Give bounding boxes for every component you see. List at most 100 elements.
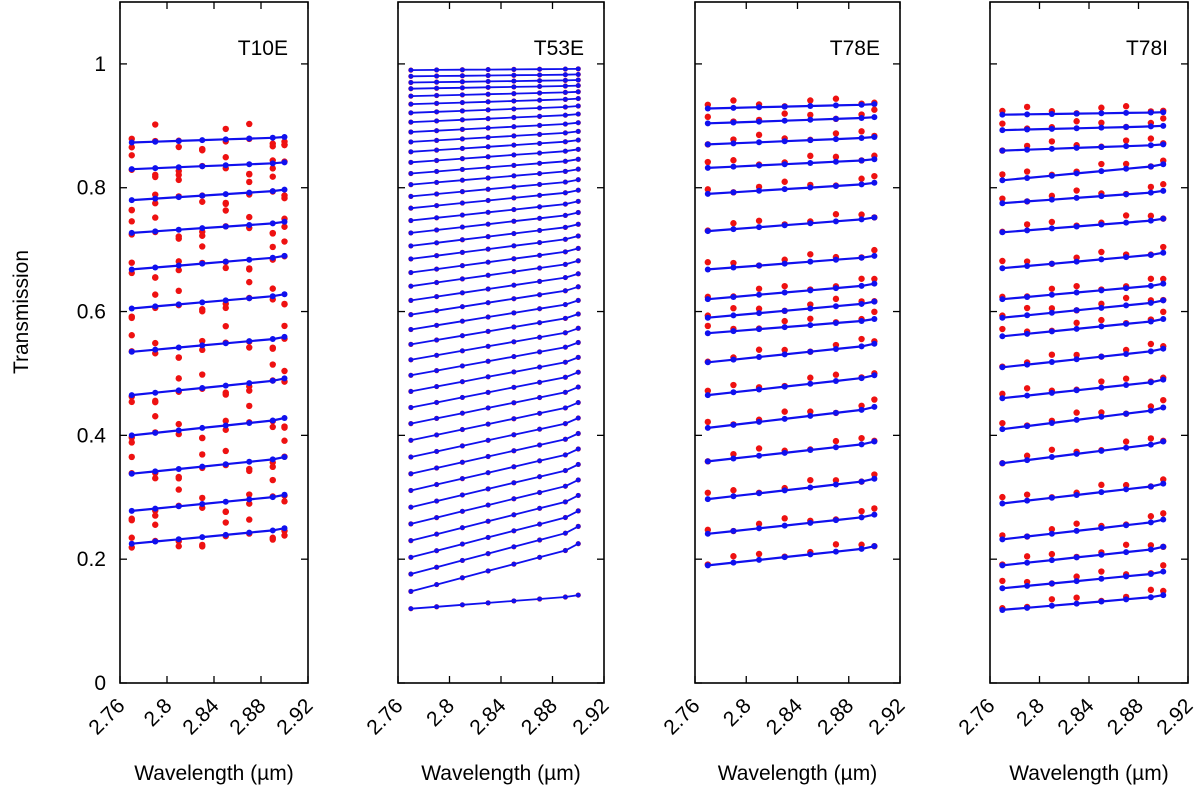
series	[408, 156, 581, 177]
measured-point	[222, 417, 229, 425]
model-point	[199, 137, 206, 144]
model-point	[575, 72, 581, 77]
model-point	[511, 339, 517, 345]
model-point	[562, 96, 568, 102]
model-point	[562, 112, 568, 118]
model-point	[1123, 410, 1130, 417]
x-tick-label: 2.8	[1012, 694, 1049, 731]
model-point	[246, 295, 253, 302]
y-axis-title: Transmission	[10, 250, 33, 374]
model-point	[562, 436, 568, 442]
model-point	[1073, 307, 1080, 314]
model-point	[562, 139, 568, 145]
measured-point	[999, 195, 1006, 202]
model-point	[1147, 546, 1154, 553]
model-point	[537, 182, 543, 187]
model-point	[575, 284, 581, 290]
model-point	[222, 162, 229, 169]
measured-point	[222, 519, 229, 526]
measured-point	[269, 345, 276, 352]
measured-point	[730, 553, 737, 560]
measured-point	[832, 541, 840, 548]
model-point	[999, 147, 1006, 154]
model-point	[704, 530, 711, 537]
model-point	[511, 162, 517, 168]
model-point	[807, 184, 814, 191]
model-point	[756, 291, 763, 298]
model-point	[1123, 285, 1130, 292]
model-point	[575, 541, 581, 547]
measured-point	[704, 158, 712, 166]
model-line	[707, 282, 875, 301]
model-point	[434, 215, 440, 221]
model-point	[781, 351, 788, 358]
model-point	[730, 493, 737, 500]
model-point	[562, 201, 568, 207]
model-line	[707, 317, 875, 335]
model-line	[410, 542, 579, 593]
measured-point	[1122, 481, 1130, 489]
model-point	[269, 254, 276, 261]
measured-point	[199, 543, 206, 550]
model-line	[410, 525, 579, 575]
model-point	[562, 213, 568, 218]
measured-point	[246, 278, 253, 286]
model-point	[537, 474, 543, 480]
model-line	[707, 342, 875, 364]
measured-point	[832, 437, 840, 445]
measured-point	[807, 476, 814, 484]
model-point	[222, 191, 229, 198]
model-point	[434, 100, 440, 106]
series	[408, 146, 581, 165]
measured-point	[999, 325, 1006, 333]
measured-point	[1160, 181, 1167, 188]
model-point	[1123, 143, 1130, 150]
measured-point	[871, 106, 878, 113]
model-point	[871, 133, 878, 140]
model-line	[410, 327, 579, 361]
measured-point	[152, 398, 159, 406]
model-point	[1098, 384, 1105, 391]
model-point	[281, 252, 288, 259]
model-point	[575, 187, 581, 193]
model-point	[199, 299, 206, 306]
model-point	[1160, 161, 1167, 168]
model-point	[199, 534, 206, 541]
model-point	[756, 310, 763, 317]
panel-t10e: 0 0.2 0.4 0.6 0.8 1 2.76 2.8 2.84 2.88 2.92 Wavelen…	[77, 1, 318, 785]
model-point	[562, 168, 568, 174]
series	[408, 271, 581, 304]
model-point	[832, 102, 839, 109]
model-line	[410, 259, 579, 288]
measured-point	[781, 282, 788, 290]
model-point	[1073, 527, 1080, 534]
model-point	[730, 328, 737, 335]
measured-point	[1023, 491, 1031, 498]
model-point	[434, 73, 440, 79]
series	[999, 181, 1167, 207]
model-point	[485, 73, 491, 78]
model-point	[562, 121, 568, 127]
model-point	[408, 521, 414, 527]
measured-point	[222, 426, 229, 433]
model-point	[408, 327, 414, 332]
model-point	[511, 384, 517, 390]
model-point	[269, 188, 276, 195]
model-point	[562, 288, 568, 294]
model-point	[1024, 392, 1031, 399]
model-point	[408, 230, 414, 236]
model-point	[408, 312, 414, 318]
panels-group: 00.20.40.60.812.76 2.8 2.84 2.88 2.92Wavelen…	[77, 1, 1198, 785]
model-point	[1098, 413, 1105, 420]
model-point	[858, 254, 865, 261]
panel-t78i: 2.76 2.8 2.84 2.88 2.92 Wavelength (µm) T78I	[954, 1, 1198, 785]
model-point	[756, 162, 763, 169]
series	[128, 238, 288, 281]
model-point	[562, 89, 568, 95]
model-point	[832, 136, 839, 143]
model-point	[730, 119, 737, 126]
model-point	[537, 410, 543, 416]
model-point	[575, 120, 581, 126]
series	[408, 66, 581, 73]
model-point	[1147, 163, 1154, 170]
